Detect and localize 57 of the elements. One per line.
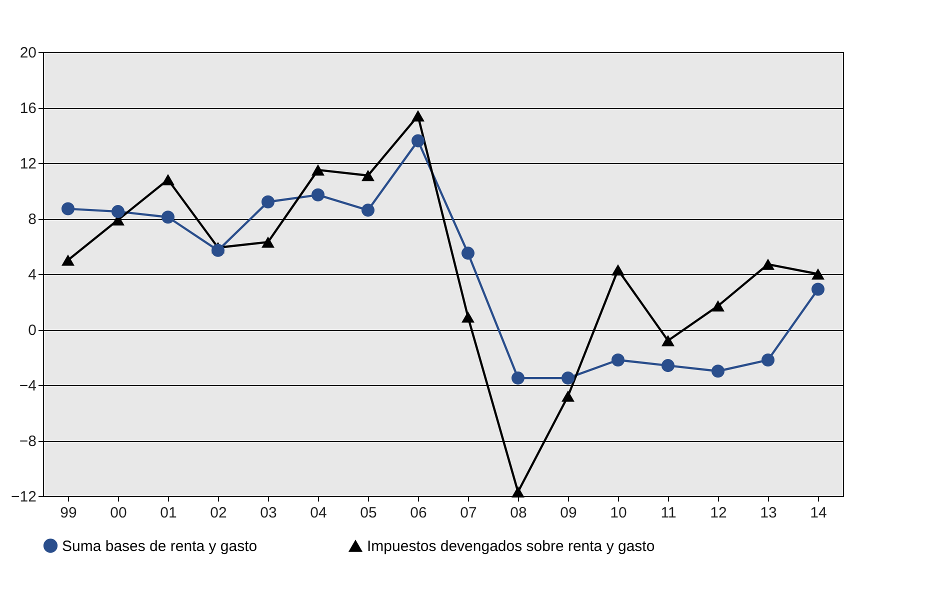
point	[711, 300, 725, 312]
point	[61, 254, 75, 266]
point	[711, 364, 725, 378]
legend-label: Suma bases de renta y gasto	[62, 538, 258, 555]
y-tick-label: −12	[11, 488, 36, 506]
y-tick-label: 8	[28, 211, 36, 228]
legend-label: Impuestos devengados sobre renta y gasto	[367, 538, 655, 555]
x-tick-label: 02	[210, 504, 227, 522]
point	[561, 390, 575, 402]
point	[511, 372, 525, 385]
y-tick-label: −4	[19, 378, 36, 394]
x-tick-label: 99	[60, 504, 77, 522]
point	[411, 134, 425, 148]
point	[111, 205, 125, 218]
point	[211, 244, 225, 257]
y-tick-label: 0	[28, 322, 36, 339]
point	[61, 202, 75, 216]
x-tick-label: 11	[660, 504, 676, 522]
y-tick-label: 16	[20, 100, 36, 117]
point	[311, 164, 325, 176]
point	[411, 110, 425, 122]
point	[361, 204, 375, 217]
x-tick-label: 00	[110, 504, 127, 522]
y-tick-label: 12	[20, 156, 36, 172]
x-tick-label: 08	[510, 504, 527, 522]
point	[611, 264, 625, 276]
x-tick-label: 06	[410, 504, 427, 522]
x-tick-label: 03	[260, 504, 277, 522]
x-tick-label: 13	[760, 504, 777, 522]
x-tick-label: 12	[710, 504, 727, 522]
point	[261, 195, 275, 208]
x-tick-label: 14	[810, 504, 827, 522]
point	[561, 372, 575, 385]
point	[461, 246, 475, 260]
y-tick-label: 4	[28, 266, 36, 284]
point	[811, 268, 825, 280]
point	[661, 334, 675, 346]
y-tick-label: 20	[20, 44, 36, 62]
x-tick-label: 07	[460, 504, 477, 522]
point	[761, 258, 775, 270]
point	[361, 170, 375, 182]
point	[661, 359, 675, 372]
x-tick-label: 05	[360, 504, 377, 522]
point	[311, 188, 325, 202]
x-tick-label: 10	[610, 504, 627, 522]
point	[761, 354, 775, 367]
x-tick-label: 04	[310, 504, 327, 522]
x-tick-label: 01	[160, 504, 177, 522]
point	[811, 282, 825, 296]
x-tick-label: 09	[560, 504, 577, 522]
point	[611, 354, 625, 367]
point	[161, 210, 175, 224]
point	[511, 486, 525, 498]
point	[461, 311, 475, 323]
y-tick-label: −8	[19, 433, 36, 450]
point	[261, 236, 275, 248]
point	[161, 174, 175, 186]
